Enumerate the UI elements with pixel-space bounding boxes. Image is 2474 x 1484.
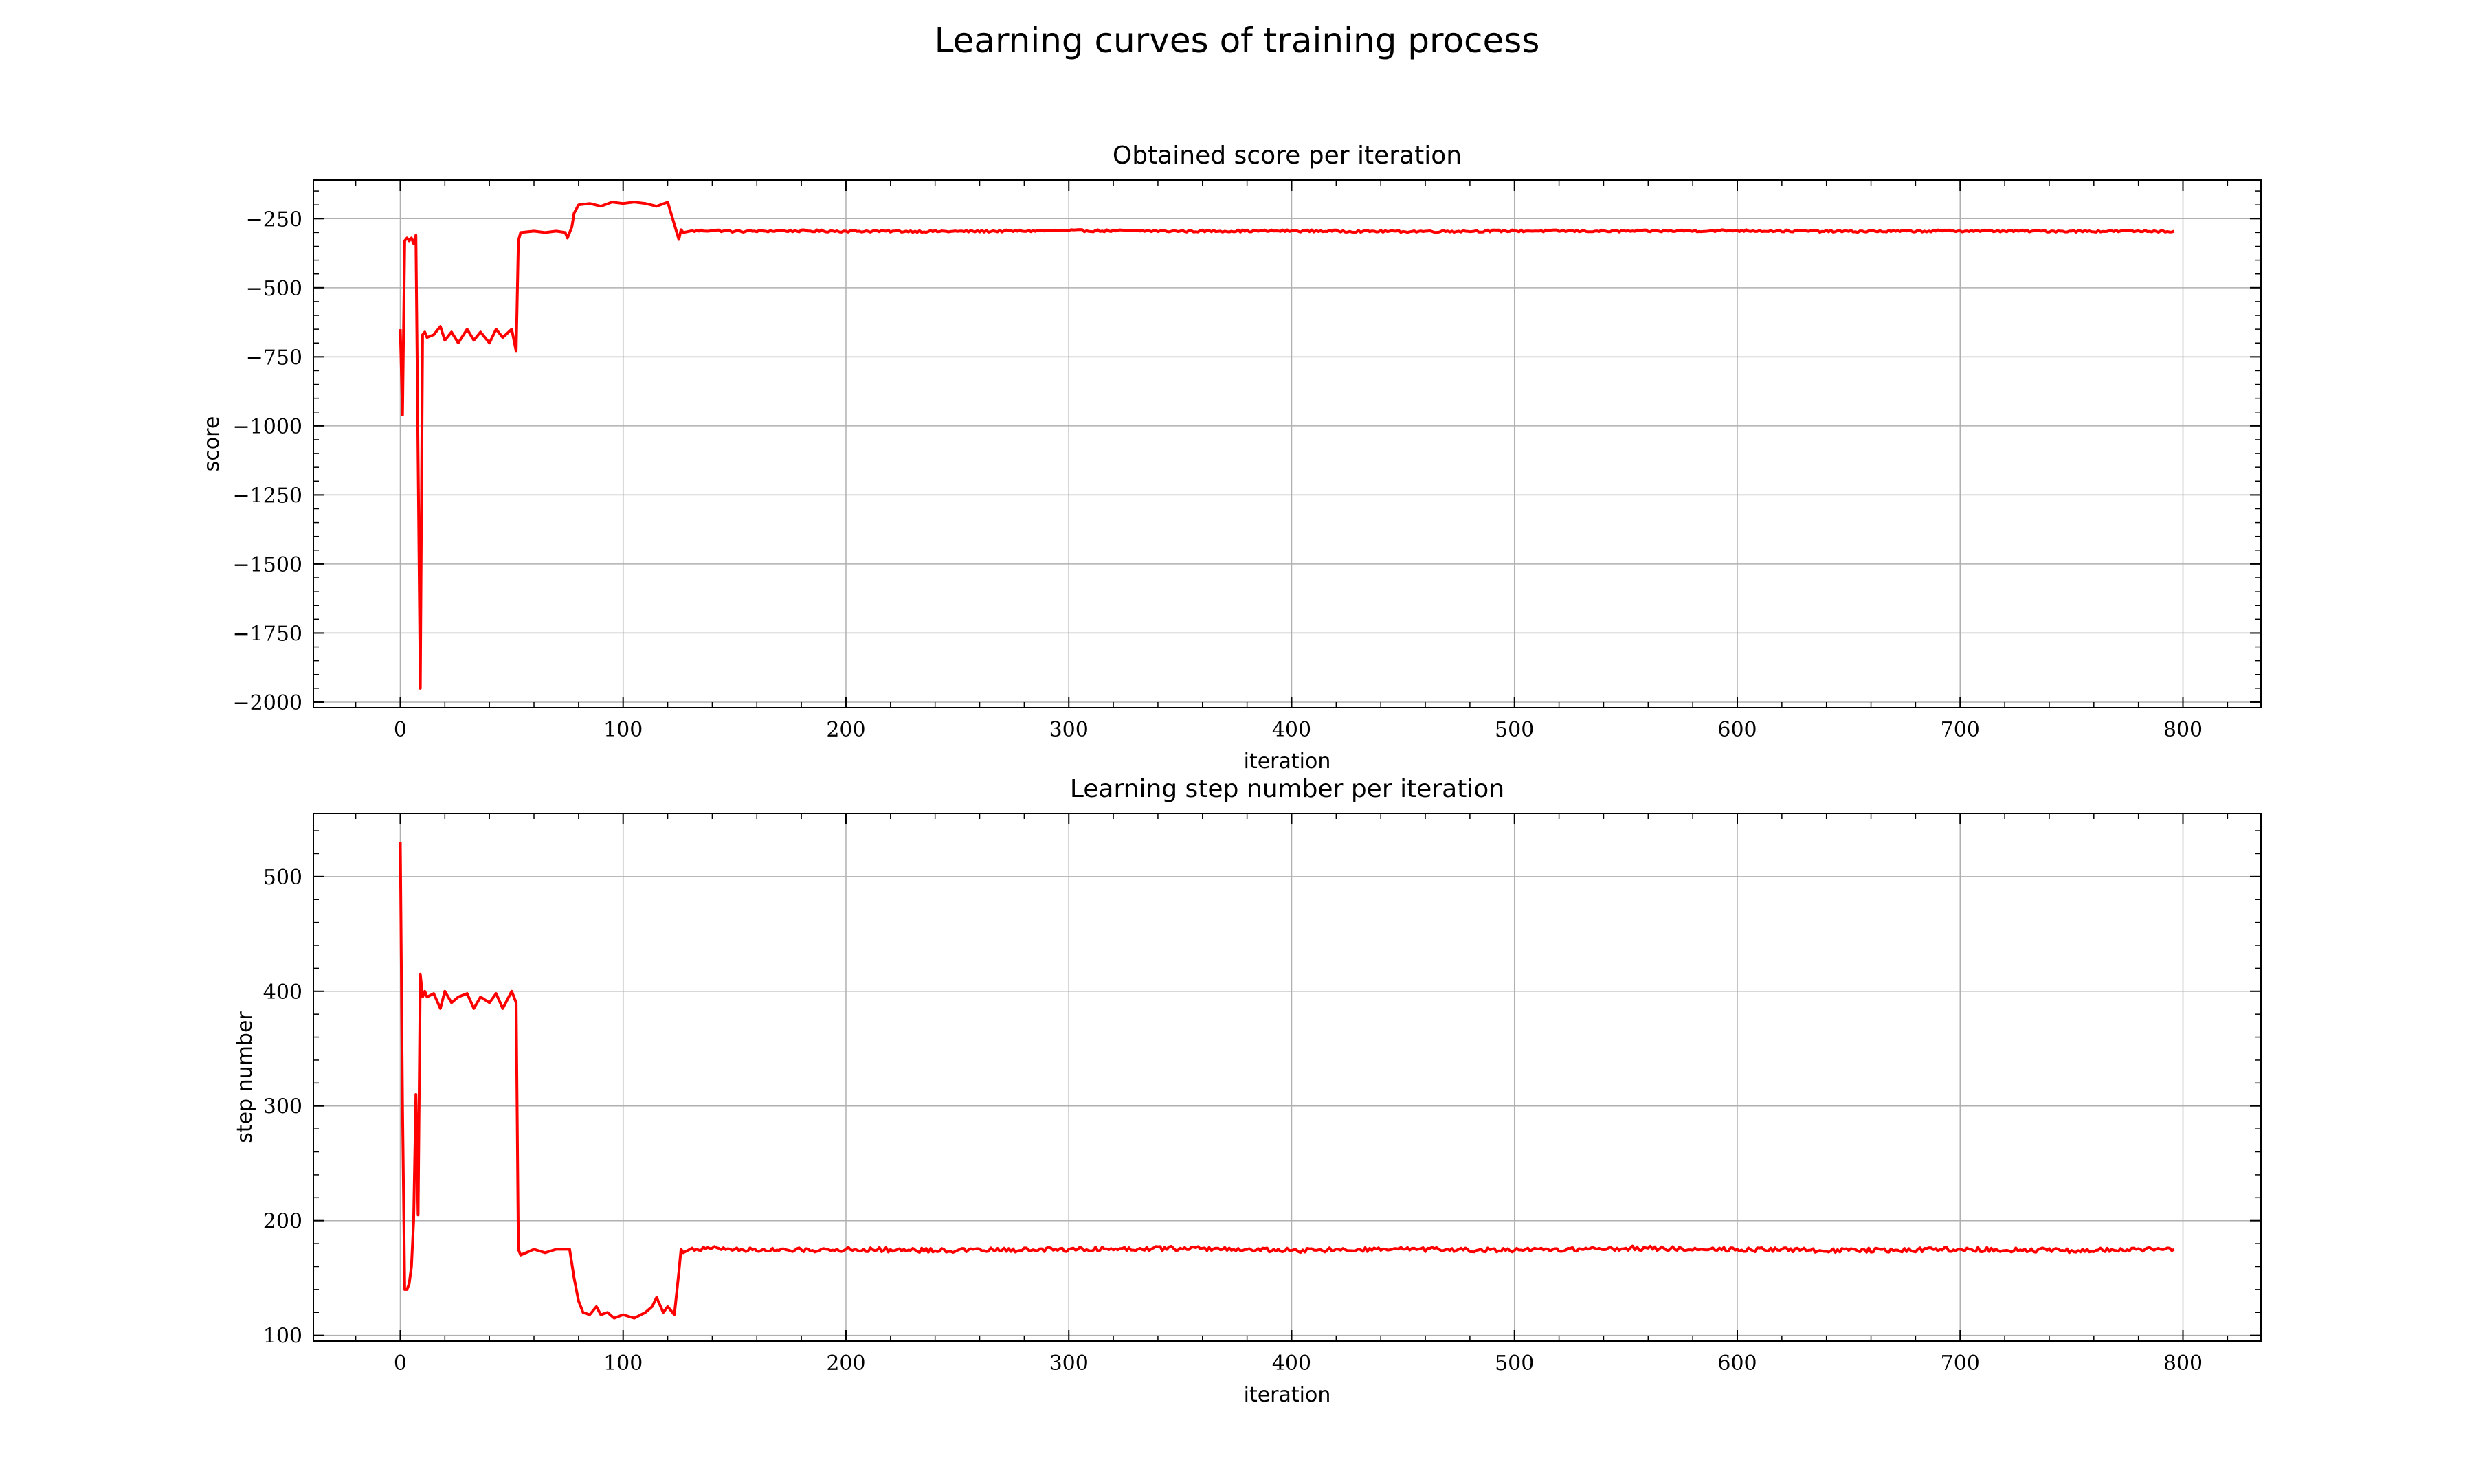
y-axis-label: score bbox=[200, 416, 224, 472]
x-tick-label: 500 bbox=[1495, 718, 1534, 742]
x-tick-label: 0 bbox=[394, 718, 407, 742]
x-tick-label: 200 bbox=[826, 1351, 865, 1375]
x-tick-label: 400 bbox=[1272, 1351, 1311, 1375]
x-tick-label: 200 bbox=[826, 718, 865, 742]
x-tick-label: 500 bbox=[1495, 1351, 1534, 1375]
subplot-title: Learning step number per iteration bbox=[1070, 775, 1504, 803]
axes-frame bbox=[313, 179, 2262, 708]
x-tick-label: 0 bbox=[394, 1351, 407, 1375]
y-tick-label: −750 bbox=[246, 346, 302, 370]
y-tick-label: −2000 bbox=[233, 691, 302, 715]
y-tick-label: 300 bbox=[263, 1095, 302, 1119]
y-tick-label: 500 bbox=[263, 866, 302, 890]
x-tick-label: 100 bbox=[603, 1351, 643, 1375]
x-tick-label: 800 bbox=[2163, 718, 2203, 742]
step-number-subplot: 0 100 200 300 400 500 600 700 800 100 200 300 400 500… bbox=[233, 775, 2262, 1407]
y-tick-label: −500 bbox=[246, 277, 302, 301]
x-axis-label: iteration bbox=[1244, 750, 1331, 774]
data-line-series-0 bbox=[399, 842, 2175, 1320]
subplot-title: Obtained score per iteration bbox=[1113, 142, 1462, 170]
y-tick-label: −1750 bbox=[233, 622, 302, 646]
figure-title: Learning curves of training process bbox=[934, 21, 1540, 60]
x-tick-label: 700 bbox=[1941, 1351, 1980, 1375]
x-axis-label: iteration bbox=[1244, 1383, 1331, 1407]
x-tick-label: 600 bbox=[1717, 1351, 1757, 1375]
y-tick-label: −1500 bbox=[233, 553, 302, 577]
y-tick-label: 100 bbox=[263, 1325, 302, 1349]
x-tick-label: 300 bbox=[1049, 1351, 1089, 1375]
score-subplot: 0 100 200 300 400 500 600 700 800 −250 −500 −750 −10… bbox=[200, 142, 2262, 774]
data-line-series-0 bbox=[399, 201, 2175, 690]
x-tick-label: 800 bbox=[2163, 1351, 2203, 1375]
x-tick-label: 300 bbox=[1049, 718, 1089, 742]
x-tick-label: 600 bbox=[1717, 718, 1757, 742]
x-tick-label: 100 bbox=[603, 718, 643, 742]
y-tick-label: −1000 bbox=[233, 415, 302, 439]
y-tick-label: −250 bbox=[246, 207, 302, 232]
y-tick-label: −1250 bbox=[233, 484, 302, 508]
x-tick-label: 400 bbox=[1272, 718, 1311, 742]
y-tick-label: 400 bbox=[263, 980, 302, 1004]
y-tick-label: 200 bbox=[263, 1210, 302, 1234]
axes-frame bbox=[313, 813, 2262, 1342]
x-tick-label: 700 bbox=[1941, 718, 1980, 742]
y-axis-label: step number bbox=[233, 1011, 257, 1143]
